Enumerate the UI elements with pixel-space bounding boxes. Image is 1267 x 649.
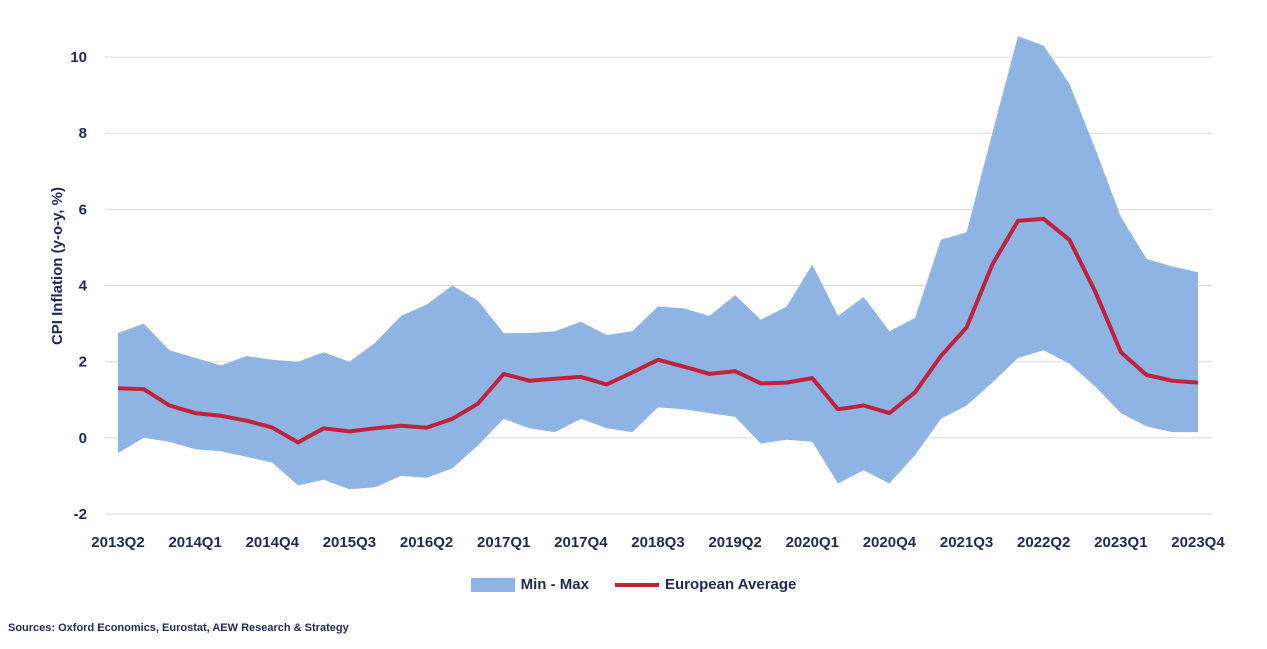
x-tick-label: 2014Q1	[168, 534, 221, 551]
y-tick-label: 4	[79, 278, 88, 295]
y-tick-label: 10	[70, 49, 87, 66]
x-tick-label: 2016Q2	[400, 534, 453, 551]
x-tick-label: 2022Q2	[1017, 534, 1070, 551]
legend-label-line: European Average	[664, 576, 797, 593]
european-average-line	[117, 216, 1199, 445]
band-area	[118, 36, 1198, 490]
x-tick-label: 2019Q2	[708, 534, 761, 551]
y-tick-label: 6	[79, 201, 87, 218]
y-tick-label: 0	[79, 430, 87, 447]
legend-item-band: Min - Max	[470, 576, 589, 593]
y-tick-label: 8	[79, 125, 87, 142]
x-tick-label: 2017Q4	[554, 534, 608, 551]
x-tick-label: 2015Q3	[323, 534, 376, 551]
legend-swatch-line	[614, 582, 659, 587]
x-tick-label: 2013Q2	[91, 534, 144, 551]
y-tick-label: 2	[79, 354, 87, 371]
y-axis-title: CPI Inflation (y-o-y, %)	[49, 187, 66, 345]
legend: Min - Max European Average	[0, 576, 1267, 593]
line-path	[117, 216, 1199, 445]
x-tick-label: 2023Q1	[1094, 534, 1147, 551]
y-axis-ticks: -2 0 2 4 6 8 10	[70, 49, 87, 523]
min-max-band	[118, 36, 1198, 490]
x-tick-label: 2020Q1	[786, 534, 839, 551]
source-note: Sources: Oxford Economics, Eurostat, AEW…	[8, 622, 349, 634]
x-tick-label: 2014Q4	[246, 534, 300, 551]
legend-item-line: European Average	[614, 576, 797, 593]
x-tick-label: 2023Q4	[1171, 534, 1225, 551]
y-tick-label: -2	[74, 506, 87, 523]
legend-label-band: Min - Max	[520, 576, 589, 593]
x-tick-label: 2017Q1	[477, 534, 530, 551]
x-tick-label: 2018Q3	[631, 534, 684, 551]
x-tick-label: 2021Q3	[940, 534, 993, 551]
chart: -2 0 2 4 6 8 10 2013Q2 2014Q1 2014Q4 2015Q3 2016Q2…	[49, 36, 1225, 551]
x-axis-ticks: 2013Q2 2014Q1 2014Q4 2015Q3 2016Q2 2017Q1 2017…	[91, 534, 1225, 551]
x-tick-label: 2020Q4	[863, 534, 917, 551]
legend-swatch-band	[470, 577, 515, 592]
